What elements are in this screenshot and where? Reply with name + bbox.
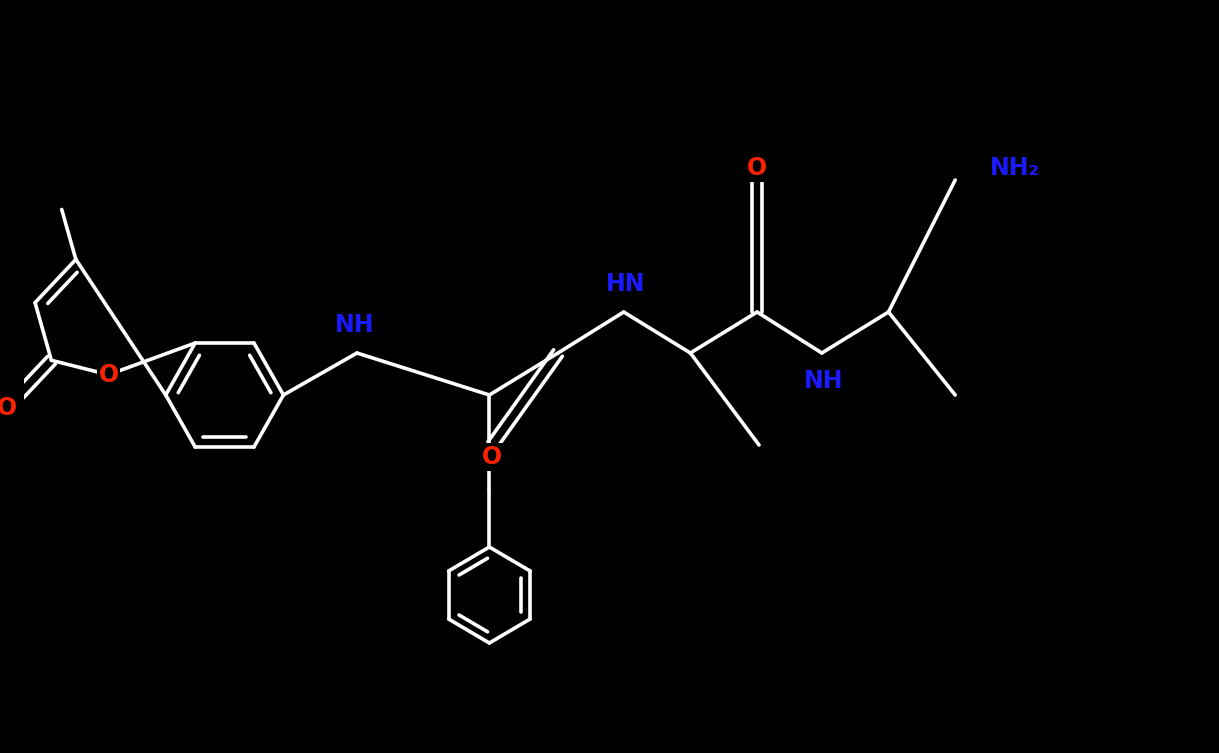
Text: NH: NH [335, 313, 374, 337]
Text: O: O [99, 363, 118, 387]
Text: NH₂: NH₂ [990, 156, 1040, 180]
Text: O: O [0, 396, 17, 420]
Text: HN: HN [606, 272, 645, 296]
Text: O: O [483, 445, 502, 469]
Text: NH: NH [805, 369, 844, 393]
Text: O: O [747, 156, 767, 180]
